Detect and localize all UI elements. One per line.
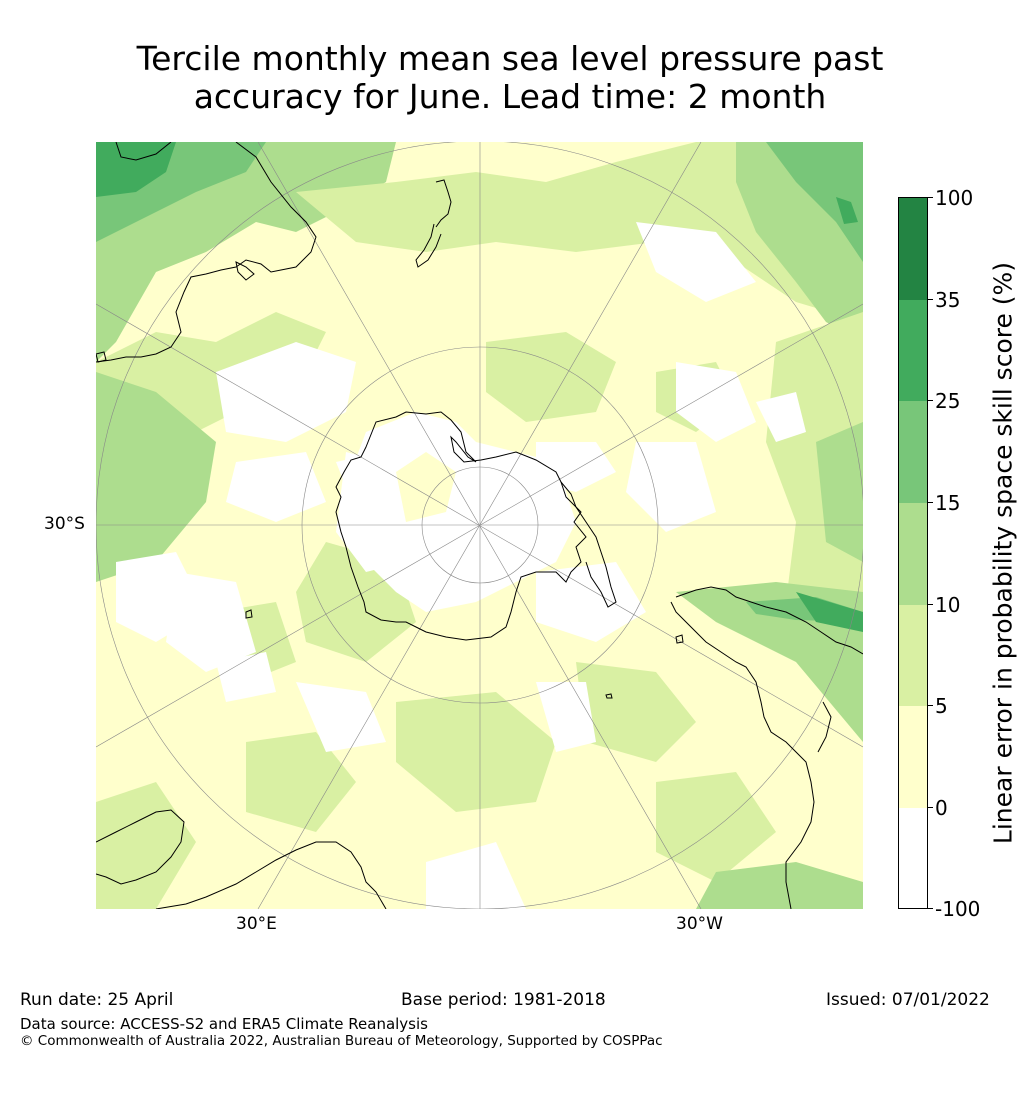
title-line-1: Tercile monthly mean sea level pressure … <box>136 39 884 78</box>
title-line-2: accuracy for June. Lead time: 2 month <box>193 77 827 116</box>
colorbar-tickmark <box>928 604 933 605</box>
colorbar-tick-label: 35 <box>935 288 961 312</box>
colorbar-bin-0-5 <box>899 706 927 808</box>
colorbar-bin-25-35 <box>899 300 927 401</box>
skill-patches <box>96 142 863 909</box>
colorbar-tick-label: 10 <box>935 593 961 617</box>
colorbar-tickmark <box>928 502 933 503</box>
colorbar-tickmark <box>928 299 933 300</box>
colorbar-tick-label: 0 <box>935 796 948 820</box>
data-source: Data source: ACCESS-S2 and ERA5 Climate … <box>20 1015 428 1033</box>
colorbar-tick-label: -100 <box>935 897 981 921</box>
polar-map-svg <box>96 142 863 909</box>
lon-label-30w: 30°W <box>676 914 723 934</box>
colorbar <box>898 197 928 909</box>
chart-title: Tercile monthly mean sea level pressure … <box>0 40 1020 116</box>
colorbar-tick-label: 5 <box>935 694 948 718</box>
copyright: © Commonwealth of Australia 2022, Austra… <box>20 1033 663 1049</box>
colorbar-tickmark <box>928 908 933 909</box>
colorbar-bin-35-100 <box>899 198 927 300</box>
lat-label-30s: 30°S <box>44 514 85 534</box>
coastlines <box>96 142 863 909</box>
colorbar-bin-5-10 <box>899 605 927 706</box>
colorbar-bin-15-25 <box>899 401 927 503</box>
issued-date: Issued: 07/01/2022 <box>826 990 990 1010</box>
colorbar-tickmark <box>928 197 933 198</box>
colorbar-label: Linear error in probability space skill … <box>988 261 1018 845</box>
base-period: Base period: 1981-2018 <box>401 990 606 1010</box>
colorbar-tick-label: 25 <box>935 389 961 413</box>
colorbar-bin-10-15 <box>899 503 927 605</box>
lon-label-30e: 30°E <box>236 914 277 934</box>
polar-map <box>96 142 863 909</box>
colorbar-tickmark <box>928 400 933 401</box>
colorbar-tickmark <box>928 705 933 706</box>
run-date: Run date: 25 April <box>20 990 174 1010</box>
colorbar-tickmark <box>928 807 933 808</box>
graticule <box>96 142 863 909</box>
colorbar-tick-label: 15 <box>935 491 961 515</box>
colorbar-bin-neg100-0 <box>899 808 927 908</box>
colorbar-tick-label: 100 <box>935 186 974 210</box>
